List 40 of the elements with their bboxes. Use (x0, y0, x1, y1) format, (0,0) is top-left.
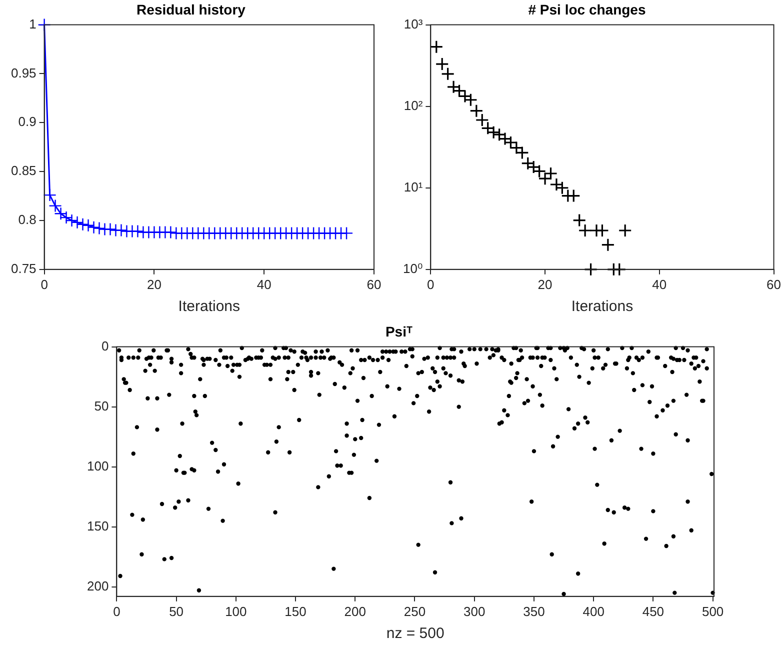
x-axis-title: Iterations (178, 298, 240, 316)
y-tick-label: 0.9 (18, 114, 36, 130)
y-tick-label: 10⁰ (403, 260, 423, 276)
x-tick-label: 450 (642, 604, 664, 619)
chart-title: Residual history (136, 1, 246, 18)
x-tick-label: 60 (766, 276, 782, 292)
y-tick-label: 100 (86, 458, 109, 474)
x-tick-label: 60 (366, 276, 382, 292)
x-tick-label: 0 (40, 276, 48, 292)
x-tick-label: 0 (113, 604, 120, 619)
x-tick-label: 20 (538, 276, 552, 292)
y-tick-label: 0 (101, 338, 109, 354)
y-tick-label: 1 (29, 16, 36, 32)
y-tick-label: 200 (86, 578, 109, 594)
x-tick-label: 500 (702, 604, 724, 619)
x-tick-label: 150 (284, 604, 306, 619)
x-tick-label: 300 (464, 604, 486, 619)
x-axis-title: nz = 500 (386, 625, 444, 642)
x-tick-label: 40 (652, 276, 667, 292)
x-tick-label: 200 (344, 604, 366, 619)
x-tick-label: 250 (404, 604, 426, 619)
y-tick-label: 10¹ (404, 179, 424, 194)
y-tick-label: 0.8 (18, 212, 36, 228)
y-tick-label: 0.95 (10, 65, 36, 80)
y-tick-label: 150 (86, 518, 109, 534)
y-tick-label: 50 (94, 398, 109, 414)
x-tick-label: 0 (427, 276, 434, 292)
x-tick-label: 100 (225, 604, 247, 619)
y-tick-label: 0.85 (10, 163, 36, 178)
x-tick-label: 400 (582, 604, 604, 619)
x-tick-label: 40 (256, 276, 272, 292)
y-tick-label: 10² (404, 98, 424, 113)
x-tick-label: 50 (169, 604, 184, 619)
y-tick-label: 10³ (404, 16, 424, 32)
x-axis-title: Iterations (571, 298, 634, 316)
y-tick-label: 0.75 (10, 260, 36, 276)
x-tick-label: 20 (146, 276, 162, 292)
x-tick-label: 350 (523, 604, 545, 619)
chart-title: Psiᵀ (385, 323, 413, 340)
chart-title: # Psi loc changes (528, 1, 646, 18)
